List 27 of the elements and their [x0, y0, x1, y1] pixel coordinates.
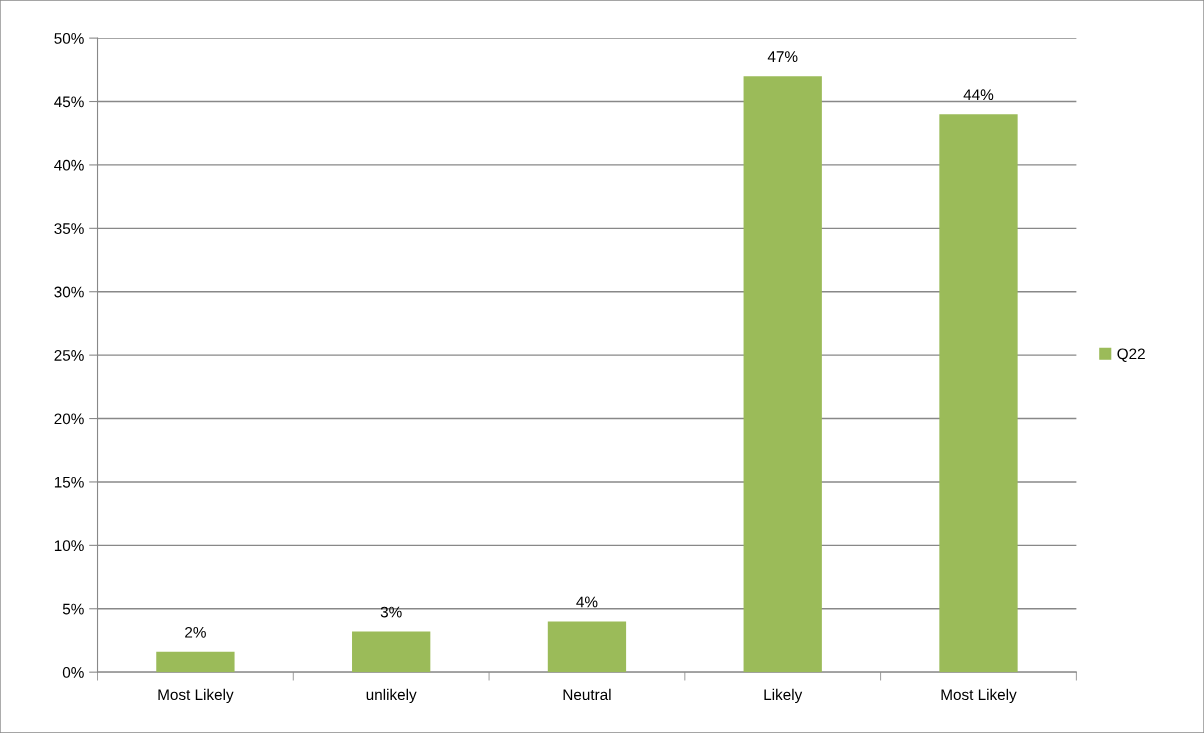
data-label: 47%: [767, 51, 798, 62]
y-tick-label: 45%: [54, 96, 84, 108]
x-tick-label: unlikely: [366, 688, 417, 704]
y-tick-label: 5%: [62, 603, 84, 615]
y-tick-label: 30%: [54, 286, 84, 298]
x-tick-label: Likely: [764, 688, 803, 704]
y-tick-label: 0%: [62, 667, 84, 678]
data-label: 4%: [576, 596, 598, 608]
x-tick-label: Most Likely: [158, 688, 234, 704]
x-tick-label: Neutral: [563, 688, 611, 701]
data-label: 2%: [185, 626, 206, 638]
y-tick-label: 25%: [54, 350, 84, 361]
y-tick-label: 15%: [54, 476, 84, 488]
bar: [743, 76, 822, 673]
bar: [156, 651, 235, 673]
bar: [352, 631, 431, 673]
y-tick-label: 50%: [54, 32, 84, 44]
data-label: 3%: [380, 606, 402, 618]
data-label: 44%: [963, 89, 994, 101]
legend-label: Q22: [1117, 348, 1145, 362]
y-tick-label: 10%: [54, 540, 84, 552]
y-tick-label: 40%: [54, 159, 84, 171]
bar: [939, 114, 1018, 673]
y-tick-label: 35%: [54, 223, 84, 235]
bar: [547, 621, 627, 673]
y-tick-label: 20%: [54, 413, 84, 425]
x-tick-label: Most Likely: [941, 688, 1017, 704]
